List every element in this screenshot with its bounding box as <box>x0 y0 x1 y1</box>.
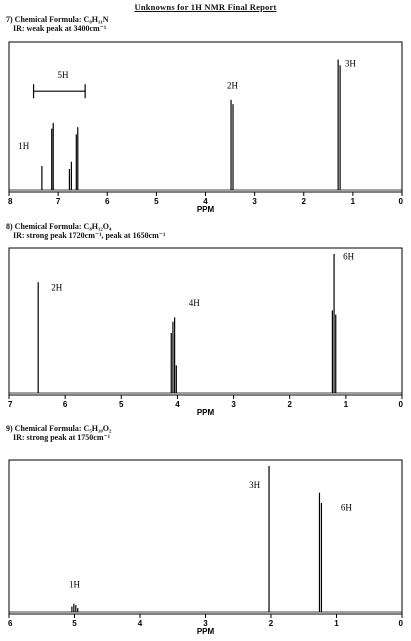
x-tick-label: 0 <box>399 197 404 206</box>
page-title: Unknowns for 1H NMR Final Report <box>134 2 277 12</box>
x-tick-label: 8 <box>8 197 13 206</box>
x-tick-label: 7 <box>8 400 13 409</box>
x-tick-label: 4 <box>203 197 208 206</box>
x-tick-label: 7 <box>56 197 61 206</box>
x-tick-label: 1 <box>334 619 339 628</box>
x-tick-label: 2 <box>287 400 292 409</box>
problem-7-header: 7) Chemical Formula: C₈H₁₁N IR: weak pea… <box>6 15 109 33</box>
problem-7-formula: 7) Chemical Formula: C₈H₁₁N <box>6 15 109 24</box>
problem-8-ir: IR: strong peak 1720cm⁻¹, peak at 1650cm… <box>13 231 166 240</box>
plot-frame <box>8 41 403 193</box>
x-axis-label: PPM <box>197 205 215 214</box>
x-tick-label: 6 <box>8 619 13 628</box>
integration-labels: 5H 1H 2H 3H <box>18 59 356 151</box>
integration-label: 1H <box>18 141 30 151</box>
problem-8-formula: 8) Chemical Formula: C₈H₁₂O₄ <box>6 222 112 231</box>
problem-8-header: 8) Chemical Formula: C₈H₁₂O₄ IR: strong … <box>6 222 165 240</box>
x-axis-label: PPM <box>197 408 215 417</box>
x-tick-label: 2 <box>269 619 274 628</box>
integration-labels: 2H 4H 6H <box>51 252 354 309</box>
problem-7-ir: IR: weak peak at 3400cm⁻¹ <box>13 24 107 33</box>
integration-label: 5H <box>58 70 70 80</box>
integration-labels: 1H 3H 6H <box>69 480 352 589</box>
x-tick-label: 0 <box>399 619 404 628</box>
problem-9-formula: 9) Chemical Formula: C₅H₁₀O₂ <box>6 424 112 433</box>
integration-label: 6H <box>343 252 355 262</box>
x-tick-label: 3 <box>231 400 236 409</box>
plot-frame <box>8 247 403 396</box>
integration-label: 1H <box>69 579 81 589</box>
integration-label: 2H <box>227 80 239 90</box>
integration-label: 2H <box>51 283 63 293</box>
x-tick-label: 6 <box>105 197 110 206</box>
x-tick-label: 1 <box>344 400 349 409</box>
plot-frame <box>8 459 403 615</box>
integration-label: 4H <box>189 298 201 308</box>
spectrum-9: 6 5 4 3 2 1 0 PPM 1H 3H 6H <box>8 459 404 636</box>
problem-9-header: 9) Chemical Formula: C₅H₁₀O₂ IR: strong … <box>6 424 111 442</box>
spectrum-8: 7 6 5 4 3 2 1 0 PPM 2H 4H 6H <box>8 247 404 417</box>
x-tick-label: 4 <box>138 619 143 628</box>
x-tick-label: 5 <box>154 197 159 206</box>
problem-9-ir: IR: strong peak at 1750cm⁻¹ <box>13 433 111 442</box>
x-tick-label: 0 <box>399 400 404 409</box>
x-tick-label: 5 <box>72 619 77 628</box>
x-tick-label: 3 <box>203 619 208 628</box>
integration-label: 6H <box>341 502 353 512</box>
multiplet-bracket <box>32 84 86 99</box>
integration-label: 3H <box>249 480 261 490</box>
x-axis-label: PPM <box>197 627 215 636</box>
x-tick-label: 4 <box>175 400 180 409</box>
integration-label: 3H <box>345 59 357 69</box>
x-tick-label: 5 <box>119 400 124 409</box>
x-tick-label: 6 <box>63 400 68 409</box>
x-tick-label: 3 <box>252 197 257 206</box>
x-tick-label: 2 <box>302 197 307 206</box>
x-tick-label: 1 <box>351 197 356 206</box>
spectrum-7: 8 7 6 5 4 3 2 1 0 PPM 5H 1H 2H 3H <box>8 41 404 214</box>
